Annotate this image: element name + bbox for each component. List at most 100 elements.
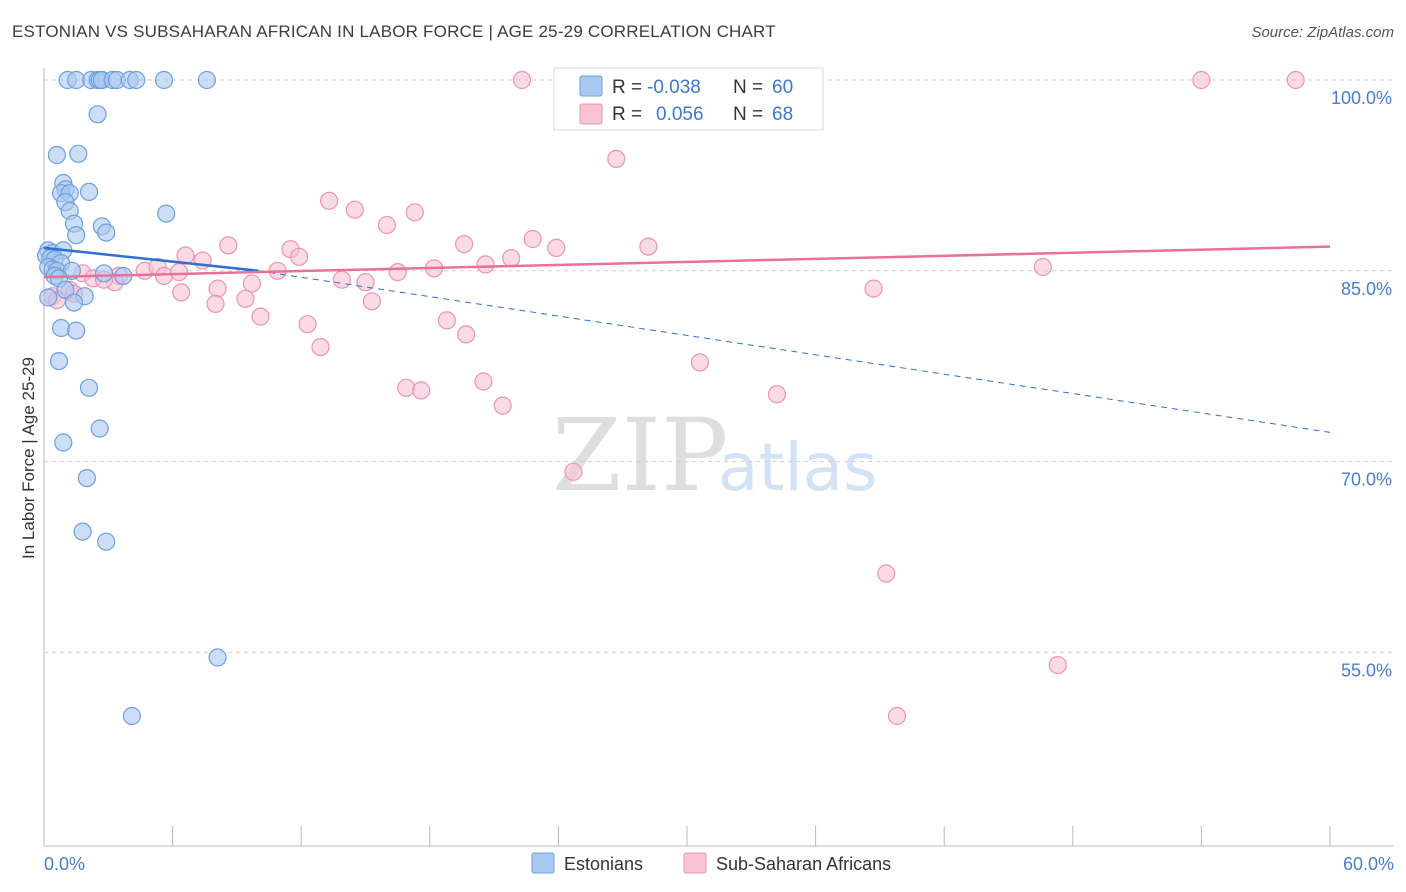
subsaharan-point-42	[172, 283, 191, 302]
estonian-point-46	[51, 318, 71, 338]
estonian-point-44	[39, 288, 58, 307]
legend-n-value-estonians: 60	[772, 77, 793, 98]
correlation-legend: R = -0.038 N = 60 R = 0.056 N = 68	[553, 67, 824, 131]
subsaharan-point-44	[236, 289, 255, 308]
estonian-point-50	[54, 433, 73, 452]
subsaharan-point-15	[455, 235, 474, 254]
estonian-point-47	[67, 321, 86, 340]
subsaharan-point-57	[474, 372, 493, 391]
watermark-atlas: atlas	[718, 429, 878, 506]
legend-r-value-subsaharan: 0.056	[656, 104, 704, 125]
subsaharan-point-17	[547, 238, 566, 257]
legend-n-label-subsaharan: N =	[733, 104, 763, 125]
subsaharan-point-11	[377, 215, 396, 235]
subsaharan-point-59	[564, 462, 583, 481]
subsaharan-point-48	[251, 307, 270, 326]
subsaharan-point-55	[397, 378, 416, 397]
subsaharan-point-62	[887, 706, 907, 726]
trend-lines	[43, 245, 1331, 433]
subsaharan-point-9	[320, 191, 339, 210]
estonian-point-12	[88, 105, 107, 124]
subsaharan-point-53	[690, 353, 710, 372]
subsaharan-point-51	[457, 325, 476, 344]
estonian-point-11	[197, 70, 216, 90]
x-tick-label-max: 60.0%	[1343, 854, 1394, 874]
subsaharan-trend-line	[43, 245, 1331, 279]
series-legend: Estonians Sub-Saharan Africans	[531, 852, 891, 874]
subsaharan-point-47	[864, 279, 883, 298]
subsaharan-point-54	[767, 385, 787, 404]
y-tick-labels: 55.0% 70.0% 85.0% 100.0%	[1331, 88, 1392, 680]
subsaharan-point-22	[502, 249, 521, 268]
subsaharan-point-45	[362, 292, 381, 311]
subsaharan-point-13	[219, 236, 238, 255]
estonian-point-45	[64, 293, 84, 312]
bottom-legend-swatch-subsaharan	[683, 852, 707, 874]
subsaharan-point-61	[1048, 655, 1067, 675]
chart-source: Source: ZipAtlas.com	[1251, 24, 1394, 41]
estonian-point-22	[157, 204, 176, 223]
subsaharan-point-32	[154, 266, 174, 285]
legend-r-label-estonians: R =	[612, 77, 642, 98]
subsaharan-point-49	[298, 315, 317, 334]
subsaharan-point-58	[493, 396, 512, 415]
subsaharan-point-37	[332, 270, 351, 289]
estonian-trend-extension	[258, 270, 1331, 433]
y-tick-label-55: 55.0%	[1341, 660, 1392, 680]
legend-r-value-estonians: -0.038	[647, 77, 701, 98]
estonian-point-55	[208, 648, 227, 667]
x-tick-label-min: 0.0%	[44, 854, 85, 874]
estonian-point-25	[67, 226, 86, 245]
legend-n-value-subsaharan: 68	[772, 104, 793, 125]
estonian-point-56	[122, 706, 141, 726]
subsaharan-point-39	[388, 263, 407, 282]
estonian-point-51	[90, 419, 109, 438]
estonian-point-54	[97, 532, 116, 551]
legend-n-label-estonians: N =	[733, 77, 763, 98]
bottom-legend-swatch-estonians	[531, 852, 555, 874]
subsaharan-point-52	[311, 338, 330, 357]
watermark-zip: ZIP	[552, 397, 728, 514]
estonian-point-14	[69, 144, 88, 163]
legend-swatch-subsaharan	[579, 103, 603, 125]
y-tick-label-70: 70.0%	[1341, 470, 1392, 490]
estonian-trend-line	[43, 246, 259, 273]
estonian-point-42	[56, 280, 75, 299]
estonian-point-9	[127, 70, 146, 90]
subsaharan-point-56	[412, 381, 431, 400]
estonian-point-53	[73, 522, 92, 541]
bottom-legend-label-estonians: Estonians	[564, 854, 643, 874]
y-tick-label-100: 100.0%	[1331, 88, 1392, 108]
bottom-legend-label-subsaharan: Sub-Saharan Africans	[716, 854, 891, 874]
subsaharan-point-46	[206, 294, 225, 313]
y-axis-title: In Labor Force | Age 25-29	[19, 357, 38, 559]
estonian-point-40	[94, 264, 114, 283]
estonian-point-13	[47, 145, 67, 165]
estonian-point-49	[79, 378, 99, 397]
legend-swatch-estonians	[579, 75, 603, 97]
subsaharan-point-10	[345, 200, 364, 219]
legend-r-label-subsaharan: R =	[612, 104, 642, 125]
subsaharan-point-8	[607, 149, 626, 168]
subsaharan-point-18	[639, 237, 658, 256]
chart-title: ESTONIAN VS SUBSAHARAN AFRICAN IN LABOR …	[12, 22, 776, 41]
estonian-point-48	[49, 352, 69, 371]
estonian-point-26	[97, 223, 116, 242]
subsaharan-point-6	[1192, 70, 1211, 90]
subsaharan-point-7	[1286, 70, 1305, 90]
estonian-point-10	[154, 70, 174, 90]
subsaharan-point-50	[437, 311, 456, 330]
subsaharan-point-60	[877, 564, 896, 583]
subsaharan-point-16	[523, 229, 542, 249]
grid-layer	[44, 79, 1394, 653]
x-ticks	[43, 826, 1331, 846]
estonian-point-52	[77, 469, 97, 488]
subsaharan-point-0	[512, 70, 532, 90]
subsaharan-point-36	[242, 274, 261, 293]
y-tick-label-85: 85.0%	[1341, 279, 1392, 299]
subsaharan-point-43	[208, 279, 227, 298]
subsaharan-point-26	[1033, 257, 1052, 277]
estonian-point-19	[79, 182, 99, 201]
estonian-points	[36, 70, 227, 726]
